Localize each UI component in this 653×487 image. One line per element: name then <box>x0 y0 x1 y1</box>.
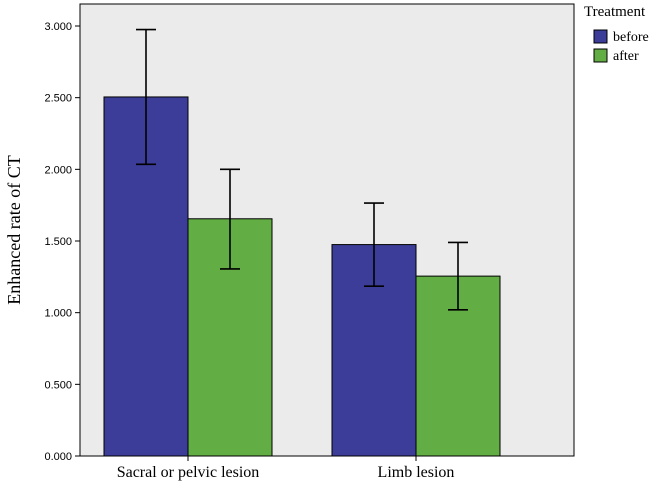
error-bar-before <box>136 28 156 166</box>
y-axis: 0.000 0.500 1.000 1.500 2.000 2.500 3.000 <box>44 21 80 463</box>
error-bars <box>136 28 468 311</box>
legend: Treatment before after <box>584 4 649 64</box>
x-category-label: Limb lesion <box>378 464 455 481</box>
y-tick-label: 0.500 <box>44 379 72 391</box>
legend-title: Treatment <box>584 4 646 20</box>
y-tick-label: 2.000 <box>44 164 72 176</box>
error-bar-before <box>364 202 384 287</box>
y-tick-label: 2.500 <box>44 93 72 105</box>
legend-label-before: before <box>613 30 649 45</box>
error-bar-after <box>220 168 240 270</box>
y-tick-label: 3.000 <box>44 21 72 33</box>
legend-label-after: after <box>613 49 639 64</box>
legend-swatch-before <box>593 29 608 44</box>
x-category-label: Sacral or pelvic lesion <box>117 464 260 481</box>
y-tick-label: 0.000 <box>44 451 72 463</box>
legend-swatch-after <box>593 48 608 63</box>
error-bar-after <box>448 241 468 311</box>
y-tick-label: 1.000 <box>44 308 72 320</box>
y-tick-label: 1.500 <box>44 236 72 248</box>
y-axis-title: Enhanced rate of CT <box>4 155 24 304</box>
x-axis: Sacral or pelvic lesion Limb lesion <box>117 456 455 481</box>
